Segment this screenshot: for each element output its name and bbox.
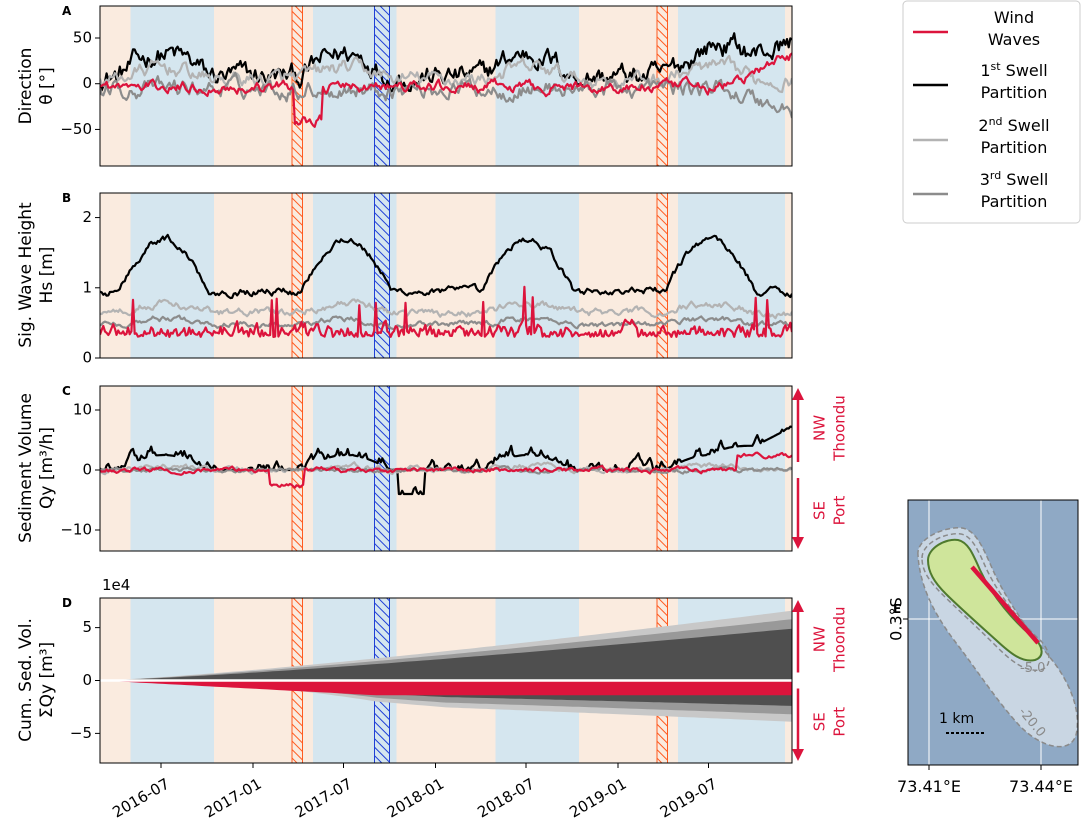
arrow-down-label: Port — [831, 496, 849, 526]
time-axis: 2016-07 2017-01 2017-07 2018-01 2018-07 2019-… — [109, 763, 720, 822]
panel-c-y-axis: 10 0 −10 — [60, 401, 100, 539]
panel-d-cumulative-volume: 5 0 −5 2016-07 2017-01 2017-07 2018-01 2018-07… — [16, 576, 849, 822]
y-tick-label: −5 — [70, 724, 92, 742]
legend-label-line2: Waves — [988, 30, 1040, 49]
panel-c-direction-arrows: NW Thoondu SE Port — [792, 388, 849, 549]
y-tick-label: 0 — [82, 74, 92, 92]
arrow-up-head — [792, 600, 804, 612]
legend-label-line2: Partition — [981, 83, 1048, 102]
panel-d-ylabel: Cum. Sed. Vol. — [16, 618, 36, 742]
panel-c-ylabel: Sediment Volume — [16, 393, 36, 543]
arrow-down-head — [792, 537, 804, 549]
series-line-hs1 — [100, 233, 792, 300]
x-tick-label: 2017-01 — [201, 775, 264, 822]
panel-b-wave-height: 2 1 0 B Sig. Wave Height Hs [m] — [16, 191, 793, 367]
panel-a-y-axis: 50 0 −50 — [60, 29, 100, 138]
season-band-sw — [678, 193, 785, 358]
panel-b-frame — [99, 192, 793, 359]
map-lon-label-2: 73.44°E — [1009, 777, 1073, 796]
legend-label-line2: Partition — [981, 138, 1048, 157]
map-lon-label-1: 73.41°E — [897, 777, 961, 796]
sediment-lines — [100, 425, 792, 496]
wave-height-lines — [100, 233, 792, 338]
panel-e-map: E -5.0 -20.0 1 km 73.41°E 73.44°E 0.3°S — [887, 499, 1079, 796]
map-frame — [907, 499, 1079, 766]
arrow-down-head — [792, 749, 804, 761]
legend-label: 1st Swell — [980, 60, 1047, 80]
panel-b-ylabel: Sig. Wave Height — [16, 202, 36, 348]
cumulative-bands — [100, 610, 792, 722]
panel-b-y-axis: 2 1 0 — [82, 208, 100, 367]
panel-b-ylabel-unit: Hs [m] — [37, 247, 57, 304]
contour-5m — [921, 533, 1050, 671]
scale-bar-label: 1 km — [939, 711, 974, 727]
arrow-up-head — [792, 388, 804, 400]
island — [926, 538, 1043, 662]
x-tick-label: 2019-07 — [657, 775, 720, 822]
panel-a-ylabel-unit: θ [°] — [37, 67, 57, 105]
y-tick-label: −10 — [60, 521, 92, 539]
series-line-hs2 — [100, 298, 792, 320]
arrow-up-label: Thoondu — [831, 395, 849, 462]
band-wind-waves — [100, 680, 792, 696]
arrow-up-label: NW — [811, 626, 829, 652]
series-line-hs3 — [100, 314, 792, 331]
legend-label: 3rd Swell — [980, 169, 1049, 189]
direction-lines — [100, 32, 792, 128]
y-tick-label: 0 — [82, 461, 92, 479]
y-tick-label: 50 — [73, 29, 92, 47]
map-body: -5.0 -20.0 1 km — [908, 500, 1078, 765]
map-lat-label: 0.3°S — [887, 597, 906, 641]
x-tick-label: 2018-07 — [474, 775, 537, 822]
series-line-dir1 — [100, 32, 792, 93]
study-beach — [970, 565, 1040, 645]
y-tick-label: 5 — [82, 618, 92, 636]
panel-c-sediment-volume: 10 0 −10 NW Thoondu SE Port C Sediment Volume… — [16, 384, 849, 552]
y-tick-label: 10 — [73, 401, 92, 419]
arrow-down-label: SE — [811, 501, 829, 520]
panel-a-frame — [99, 5, 793, 167]
y-tick-label: 0 — [82, 671, 92, 689]
panel-a-direction: 50 0 −50 A Direction θ [°] — [16, 4, 793, 167]
panel-d-label: D — [62, 596, 72, 610]
panel-d-direction-arrows: NW Thoondu SE Port — [792, 600, 849, 761]
x-tick-label: 2018-01 — [384, 775, 447, 822]
arrow-up-label: NW — [811, 415, 829, 441]
x-tick-label: 2017-07 — [292, 775, 355, 822]
y-tick-label: 2 — [82, 208, 92, 226]
series-line-qwind — [100, 451, 792, 489]
x-tick-label: 2019-01 — [566, 775, 629, 822]
legend-label: 2nd Swell — [978, 115, 1049, 135]
panel-c-label: C — [62, 384, 71, 398]
legend-box — [902, 0, 1081, 224]
panel-a-label: A — [62, 4, 72, 18]
legend: Wind Waves 1st Swell Partition 2nd Swell Part… — [902, 0, 1081, 224]
series-line-dir2 — [100, 54, 792, 94]
legend-label: Wind — [994, 8, 1034, 27]
arrow-down-label: Port — [831, 707, 849, 737]
panel-b-label: B — [62, 191, 71, 205]
y-tick-label: 1 — [82, 278, 92, 296]
y-tick-label: 0 — [82, 349, 92, 367]
y-tick-label: −50 — [60, 120, 92, 138]
series-line-hswind — [100, 285, 792, 338]
panel-a-ylabel: Direction — [16, 48, 36, 125]
legend-label-line2: Partition — [981, 192, 1048, 211]
panel-c-ylabel-unit: Qy [m³/h] — [37, 427, 57, 509]
series-line-q1 — [100, 425, 792, 496]
panel-d-scale-label: 1e4 — [102, 576, 130, 594]
hatched-period-orange — [291, 192, 303, 359]
arrow-down-label: SE — [811, 712, 829, 731]
series-line-dirwind — [100, 52, 792, 128]
panel-d-ylabel-unit: ΣQy [m³] — [37, 642, 57, 718]
panel-c-frame — [99, 385, 793, 552]
contour-label-5: -5.0 — [1020, 661, 1045, 676]
panel-d-y-axis: 5 0 −5 — [70, 618, 100, 742]
panel-e-label: E — [893, 602, 901, 616]
season-band-ne — [785, 193, 792, 358]
x-tick-label: 2016-07 — [109, 775, 172, 822]
arrow-up-label: Thoondu — [831, 606, 849, 673]
